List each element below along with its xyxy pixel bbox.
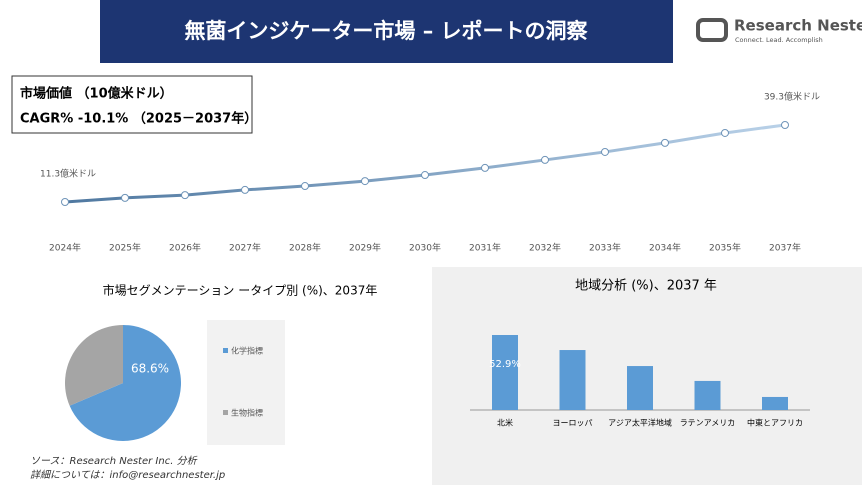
tagline: Connect. Lead. Accomplish [735,36,823,44]
x-tick-label: 2025年 [109,242,141,254]
x-tick-label: 2026年 [169,242,201,254]
data-label: 11.3億米ドル [40,168,96,180]
pie-slice [69,325,181,442]
x-tick-label: 2024年 [49,242,81,254]
legend-swatch [223,348,228,353]
bar [559,350,586,410]
pie-slice [65,325,123,406]
header-bg [100,0,673,63]
legend-swatch [223,410,228,415]
x-tick-label: 中東とアフリカ [747,418,803,428]
point [121,193,129,202]
point [301,182,309,191]
info-box [11,75,253,134]
point [781,121,789,129]
point [61,198,69,206]
info-line: CAGR% -10.1% （2025－2037年） [20,111,257,127]
point [181,191,189,200]
legend-label: 生物指標 [231,408,263,418]
point [661,138,669,147]
point [361,177,369,186]
source: ソース：Research Nester Inc. 分析 [30,455,198,467]
bar [492,335,518,410]
x-tick-label: アジア太平洋地域 [608,418,672,428]
x-tick-label: 2030年 [409,242,441,254]
data-label: 52.9% [489,359,521,370]
x-tick-label: 北米 [497,418,513,428]
x-tick-label: 2037年 [769,242,801,254]
bar-title: 地域分析 (%)、2037 年 [575,279,717,294]
point [481,163,489,172]
x-tick-label: 2035年 [709,242,741,254]
x-tick-label: 2032年 [529,242,561,254]
line [64,123,786,204]
x-tick-label: 2029年 [349,242,381,254]
logo-icon [696,18,728,42]
x-tick-label: ラテンアメリカ [680,419,736,428]
info-line: 市場価値 （10億米ドル） [20,86,173,102]
x-tick-label: 2034年 [649,242,681,254]
source: 詳細については：info@researchnester.jp [30,469,225,481]
title: 無菌インジケーター市場 – レポートの洞察 [184,19,588,43]
x-tick-label: ヨーロッパ [553,419,593,428]
point [601,147,609,156]
x-tick-label: 2027年 [229,242,261,254]
point [421,171,429,180]
point [541,155,549,164]
bar [627,366,653,410]
point [241,185,249,194]
data-label: 68.6% [131,362,169,376]
legend-bg [207,320,285,445]
bar [694,380,721,410]
logo: Research Nester [734,17,862,35]
point [721,128,729,137]
bar [762,396,788,410]
x-tick-label: 2028年 [289,242,321,254]
legend-label: 化学指標 [231,346,263,356]
data-label: 39.3億米ドル [764,91,820,103]
pie-title: 市場セグメンテーション ータイプ別 (%)、2037年 [103,283,378,298]
x-tick-label: 2033年 [589,242,621,254]
x-tick-label: 2031年 [469,242,501,254]
